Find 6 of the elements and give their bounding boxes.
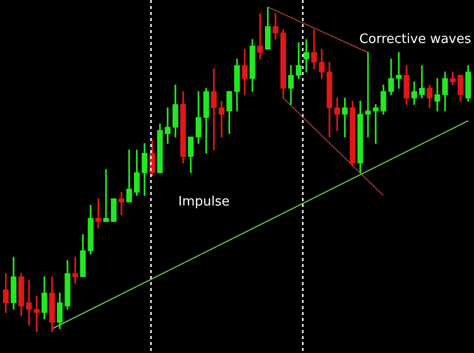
candlestick [365, 52, 371, 138]
annotation: Impulse [178, 194, 230, 210]
candlestick [103, 169, 109, 222]
candlestick [26, 280, 32, 326]
annotation: Corrective waves [359, 32, 472, 47]
candlestick [118, 192, 124, 216]
